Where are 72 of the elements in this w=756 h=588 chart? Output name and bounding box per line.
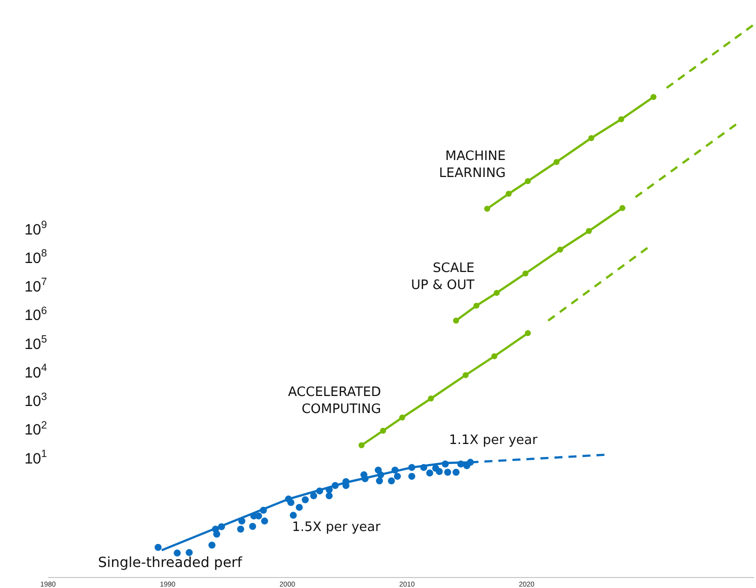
point bbox=[394, 472, 401, 480]
point bbox=[408, 472, 416, 480]
point bbox=[588, 135, 594, 142]
point bbox=[453, 318, 460, 324]
y-tick-label: 10$^{7}$ bbox=[24, 276, 48, 296]
point bbox=[444, 468, 452, 476]
point bbox=[557, 246, 564, 253]
point bbox=[618, 116, 624, 122]
point bbox=[213, 530, 220, 538]
point bbox=[457, 460, 464, 468]
point bbox=[237, 526, 244, 533]
point bbox=[494, 290, 500, 296]
point bbox=[524, 330, 531, 336]
point bbox=[484, 206, 490, 212]
point bbox=[554, 158, 560, 165]
point bbox=[376, 477, 383, 484]
point bbox=[399, 414, 406, 421]
point bbox=[522, 270, 528, 276]
y-tick-label: 10$^{5}$ bbox=[24, 333, 48, 353]
point bbox=[326, 492, 333, 500]
point bbox=[586, 228, 592, 234]
point bbox=[287, 499, 294, 506]
point bbox=[426, 470, 434, 477]
point bbox=[260, 506, 267, 514]
point bbox=[377, 471, 384, 478]
point bbox=[332, 482, 339, 489]
point bbox=[462, 372, 469, 378]
point bbox=[358, 442, 365, 448]
point bbox=[302, 496, 309, 504]
point bbox=[380, 428, 386, 434]
point bbox=[452, 468, 460, 476]
y-tick-label: 10$^{3}$ bbox=[24, 390, 48, 410]
point bbox=[218, 523, 226, 530]
point bbox=[208, 542, 216, 549]
point bbox=[524, 178, 531, 184]
y-tick-label: 10$^{1}$ bbox=[24, 448, 48, 468]
point bbox=[392, 466, 399, 474]
point bbox=[491, 353, 498, 360]
point bbox=[466, 458, 474, 466]
point bbox=[436, 468, 443, 475]
point bbox=[238, 518, 246, 525]
point bbox=[310, 492, 318, 500]
point bbox=[362, 475, 369, 482]
point bbox=[249, 522, 256, 530]
point bbox=[154, 544, 162, 551]
point bbox=[506, 190, 512, 197]
point bbox=[290, 512, 297, 519]
series-label: SCALE UP & OUT bbox=[411, 261, 475, 293]
point bbox=[261, 518, 268, 525]
point bbox=[186, 549, 193, 556]
point bbox=[255, 512, 262, 520]
y-tick-label: 10$^{8}$ bbox=[24, 248, 48, 267]
y-tick-label: 10$^{2}$ bbox=[24, 419, 48, 439]
y-tick-label: 10$^{6}$ bbox=[24, 304, 48, 324]
point bbox=[650, 94, 656, 100]
series-label: ACCELERATED COMPUTING bbox=[288, 385, 382, 417]
point bbox=[473, 302, 480, 309]
point bbox=[316, 487, 324, 494]
point bbox=[428, 396, 434, 402]
point bbox=[326, 486, 333, 494]
point bbox=[420, 464, 428, 471]
series-label: MACHINE LEARNING bbox=[439, 149, 506, 181]
point bbox=[388, 477, 395, 484]
series-label: Single-threaded perf bbox=[98, 555, 244, 571]
y-tick-label: 10$^{9}$ bbox=[24, 218, 48, 238]
point bbox=[408, 464, 416, 471]
point bbox=[619, 205, 626, 212]
point bbox=[296, 504, 303, 511]
point bbox=[442, 460, 449, 468]
annotation: 1.5X per year bbox=[292, 520, 382, 535]
annotation: 1.1X per year bbox=[449, 433, 538, 448]
y-tick-label: 10$^{4}$ bbox=[24, 362, 48, 382]
